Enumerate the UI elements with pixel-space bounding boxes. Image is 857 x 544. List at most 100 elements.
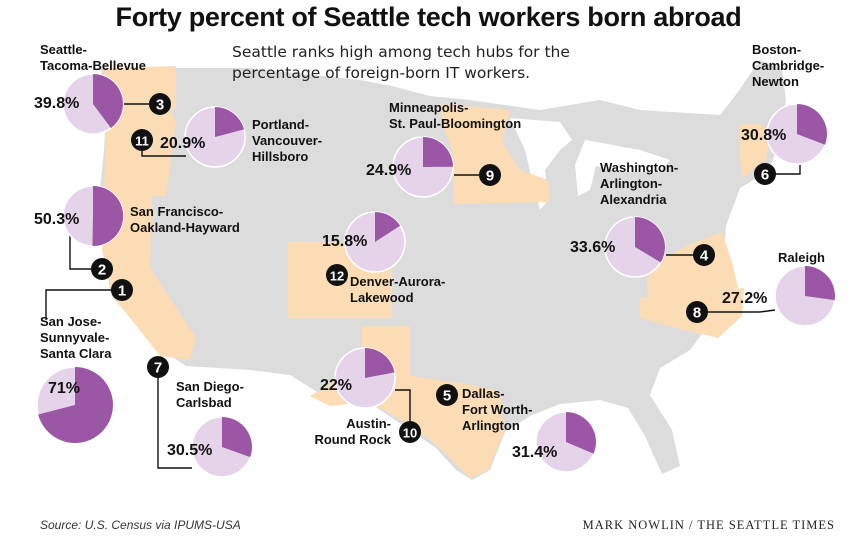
metro-name-line: Dallas- — [462, 386, 505, 401]
metro-name-7: San Diego-Carlsbad — [176, 379, 244, 410]
rank-badge-circle — [131, 129, 153, 151]
metro-name-line: Raleigh — [778, 250, 825, 265]
value-label-9: 24.9% — [366, 162, 411, 179]
metro-name-2: San Francisco-Oakland-Hayward — [130, 204, 240, 235]
metro-name-line: Alexandria — [600, 192, 667, 207]
rank-badge-circle — [399, 421, 421, 443]
metro-name-line: Austin- — [346, 416, 391, 431]
value-labels: 71%50.3%39.8%33.6%31.4%30.8%30.5%27.2%24… — [34, 95, 786, 461]
value-label-8: 27.2% — [722, 290, 767, 307]
pie-8 — [774, 265, 836, 327]
metro-name-line: Washington- — [600, 160, 678, 175]
metro-name-line: Minneapolis- — [389, 100, 468, 115]
value-label-2: 50.3% — [34, 211, 79, 228]
leader-line-10 — [395, 389, 411, 432]
metro-name-11: Portland-Vancouver-Hillsboro — [252, 117, 322, 164]
rank-badge-2: 2 — [91, 258, 113, 280]
metro-name-line: Hillsboro — [252, 149, 308, 164]
metro-name-line: Sunnyvale- — [40, 330, 109, 345]
pie-6 — [766, 103, 828, 165]
state-massachusetts — [740, 124, 770, 178]
pie-foreign-slice-7 — [222, 417, 253, 458]
metro-name-10: Austin-Round Rock — [314, 416, 391, 447]
credit-line: MARK NOWLIN / THE SEATTLE TIMES — [582, 518, 835, 532]
metro-name-line: Carlsbad — [176, 395, 232, 410]
pie-foreign-slice-9 — [423, 137, 453, 167]
great-lakes — [510, 118, 572, 210]
metro-name-line: Fort Worth- — [462, 402, 533, 417]
pie-1 — [36, 366, 114, 444]
value-label-4: 33.6% — [570, 239, 615, 256]
rank-badge-circle — [326, 264, 348, 286]
rank-number: 9 — [486, 168, 494, 185]
state-oregon — [104, 108, 176, 196]
metro-name-line: Vancouver- — [252, 133, 322, 148]
state-texas — [310, 326, 504, 478]
rank-badge-circle — [693, 244, 715, 266]
pie-4 — [604, 216, 666, 278]
rank-number: 11 — [135, 134, 149, 149]
rank-badge-7: 7 — [147, 356, 169, 378]
pie-12 — [344, 211, 406, 273]
value-label-5: 31.4% — [512, 444, 557, 461]
metro-name-line: Arlington- — [600, 176, 662, 191]
rank-number: 2 — [98, 262, 106, 279]
rank-badge-11: 11 — [131, 129, 153, 151]
metro-name-5: Dallas-Fort Worth-Arlington — [462, 386, 533, 433]
value-label-12: 15.8% — [322, 233, 367, 250]
rank-number: 5 — [443, 388, 451, 405]
metro-name-line: Newton — [752, 74, 799, 89]
metro-name-line: Arlington — [462, 418, 520, 433]
metro-name-1: San Jose-Sunnyvale-Santa Clara — [40, 314, 112, 361]
pie-foreign-slice-6 — [797, 104, 827, 145]
pie-foreign-slice-12 — [375, 211, 401, 242]
metro-name-12: Denver-Aurora-Lakewood — [350, 274, 445, 305]
rank-badge-circle — [479, 164, 501, 186]
metro-name-3: Seattle-Tacoma-Bellevue — [40, 42, 146, 73]
pie-foreign-slice-1 — [38, 367, 113, 443]
rank-number: 3 — [156, 97, 164, 114]
metro-name-line: St. Paul-Bloomington — [389, 116, 521, 131]
metro-name-line: Denver-Aurora- — [350, 274, 445, 289]
value-label-1: 71% — [48, 380, 80, 397]
state-california — [102, 196, 196, 360]
pie-foreign-slice-5 — [566, 412, 597, 454]
chart-subtitle: Seattle ranks high among tech hubs for t… — [232, 43, 570, 82]
rank-badge-circle — [754, 163, 776, 185]
metro-name-line: Santa Clara — [40, 346, 112, 361]
rank-badge-1: 1 — [111, 279, 133, 301]
pie-foreign-slice-3 — [93, 74, 124, 129]
leader-line-1 — [45, 289, 122, 320]
state-virginia — [646, 232, 738, 298]
pie-3 — [62, 73, 124, 135]
rank-number: 8 — [693, 305, 701, 322]
rank-badge-9: 9 — [479, 164, 501, 186]
metro-name-line: Lakewood — [350, 290, 414, 305]
state-minnesota — [440, 104, 550, 204]
pie-charts — [36, 73, 836, 478]
rank-badge-circle — [111, 279, 133, 301]
metro-names: San Jose-Sunnyvale-Santa Clara San Franci… — [40, 42, 825, 447]
great-lakes-east — [575, 140, 670, 196]
metro-name-line: Cambridge- — [752, 58, 824, 73]
rank-badge-12: 12 — [326, 264, 348, 286]
metro-name-line: Tacoma-Bellevue — [40, 58, 146, 73]
metro-name-line: Oakland-Hayward — [130, 220, 240, 235]
rank-number: 1 — [118, 283, 126, 300]
pie-foreign-slice-4 — [635, 217, 666, 263]
pie-7 — [191, 416, 253, 478]
rank-number: 6 — [761, 167, 769, 184]
metro-name-9: Minneapolis-St. Paul-Bloomington — [389, 100, 521, 131]
metro-name-line: San Francisco- — [130, 204, 223, 219]
rank-number: 10 — [403, 426, 417, 441]
pie-10 — [334, 347, 396, 409]
pie-foreign-slice-2 — [92, 185, 124, 246]
metro-name-line: San Diego- — [176, 379, 244, 394]
pie-foreign-slice-8 — [805, 266, 835, 301]
rank-badge-6: 6 — [754, 163, 776, 185]
value-label-6: 30.8% — [741, 127, 786, 144]
rank-badge-3: 3 — [149, 93, 171, 115]
metro-name-line: Seattle- — [40, 42, 87, 57]
